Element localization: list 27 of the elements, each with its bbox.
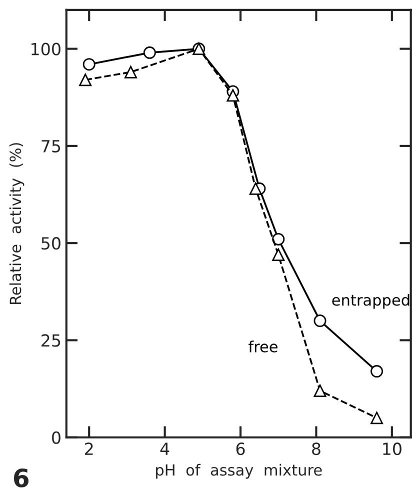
x-tick-label: 10 (383, 442, 402, 456)
series-label: free (248, 340, 278, 352)
point (143, 46, 156, 59)
point (124, 66, 137, 78)
point (314, 314, 326, 328)
y-axis-title: Relative activity (%) (9, 143, 24, 304)
x-tick-label: 6 (236, 442, 245, 456)
x-tick-label: 8 (312, 442, 320, 456)
y-tick-label: 75 (42, 140, 60, 153)
point (82, 58, 96, 71)
point (272, 248, 285, 261)
y-tick-label: 25 (42, 334, 60, 347)
point (79, 74, 92, 86)
point (370, 365, 384, 378)
y-tick-label: 100 (32, 42, 60, 56)
point (314, 384, 326, 397)
text: 6 (14, 468, 28, 488)
point (370, 412, 384, 424)
y-tick-label: 0 (52, 431, 60, 444)
point (272, 232, 285, 246)
series-label: entrapped (332, 294, 410, 309)
x-axis-title: pH of assay mixture (156, 464, 322, 479)
point (249, 182, 262, 195)
x-tick-label: 2 (85, 442, 93, 455)
point (226, 89, 240, 102)
x-tick-label: 4 (160, 442, 170, 455)
y-tick-label: 50 (42, 237, 60, 250)
